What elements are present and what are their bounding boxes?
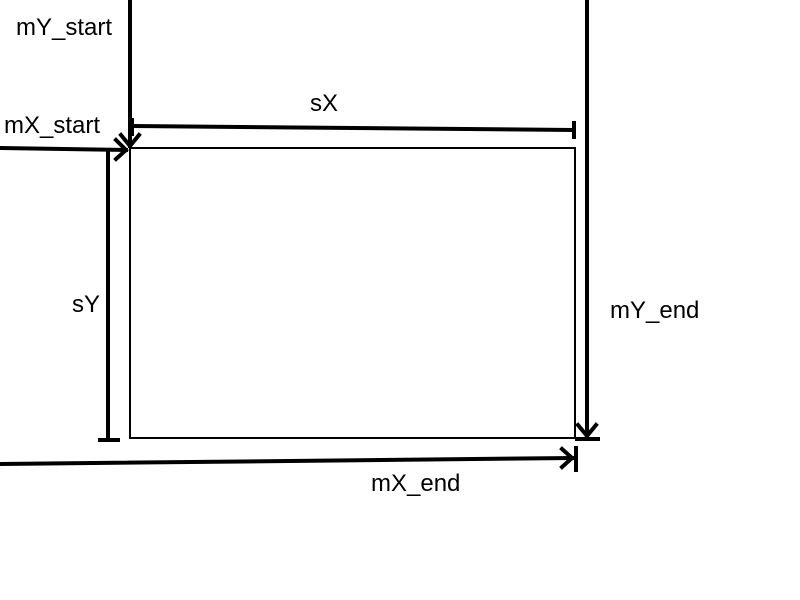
mY-start-label: mY_start xyxy=(16,14,113,41)
mY-end-arrow xyxy=(575,0,600,441)
mY-end-label: mY_end xyxy=(610,297,700,324)
sY-label: sY xyxy=(72,291,101,318)
mX-end-arrow xyxy=(0,446,578,472)
mX-end-label: mX_end xyxy=(371,470,461,497)
mX-start-arrow xyxy=(0,137,129,162)
sX-bracket xyxy=(130,118,576,139)
mX-start-label: mX_start xyxy=(4,112,101,139)
content-rectangle xyxy=(129,147,576,439)
sY-bracket xyxy=(98,150,120,442)
sX-label: sX xyxy=(310,90,339,117)
